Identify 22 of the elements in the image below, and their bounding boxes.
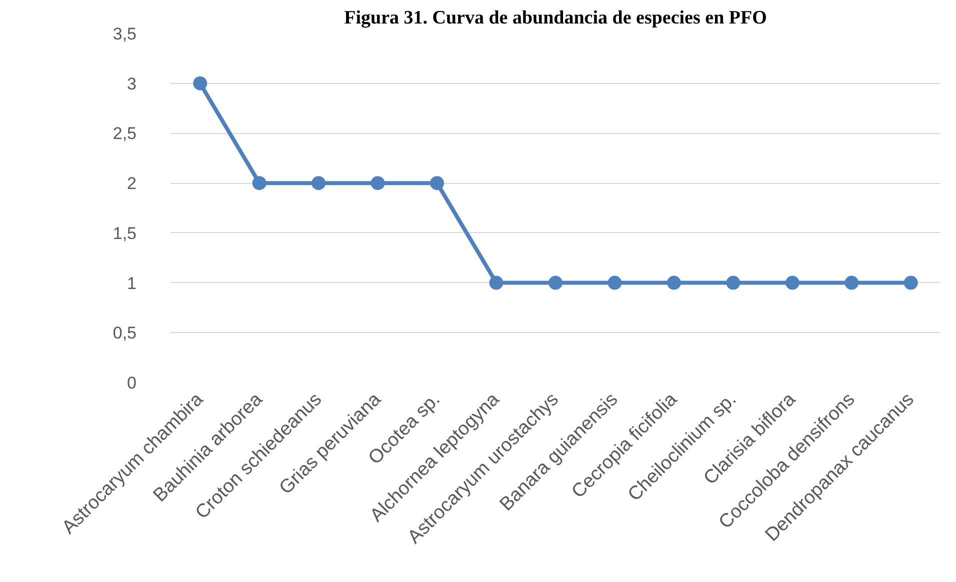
- y-tick-label: 2: [127, 174, 137, 194]
- chart-title: Figura 31. Curva de abundancia de especies en PFO: [344, 8, 767, 28]
- y-tick-label: 3,5: [112, 24, 137, 44]
- point: [489, 276, 504, 290]
- y-tick-label: 2,5: [112, 124, 137, 144]
- y-tick-label: 1: [127, 274, 137, 293]
- point: [312, 176, 326, 190]
- y-tick-label: 0,5: [112, 324, 137, 343]
- point: [666, 276, 681, 290]
- y-tick-label: 0: [127, 374, 137, 392]
- point: [548, 276, 562, 290]
- point: [252, 176, 266, 190]
- y-tick-label: 1,5: [112, 224, 137, 243]
- y-tick-label: 3: [127, 74, 137, 94]
- point: [904, 276, 918, 290]
- point: [370, 176, 385, 190]
- point: [430, 176, 444, 190]
- point: [785, 276, 800, 290]
- point: [608, 276, 622, 290]
- point: [726, 276, 740, 290]
- point: [844, 276, 859, 290]
- point: [193, 76, 208, 90]
